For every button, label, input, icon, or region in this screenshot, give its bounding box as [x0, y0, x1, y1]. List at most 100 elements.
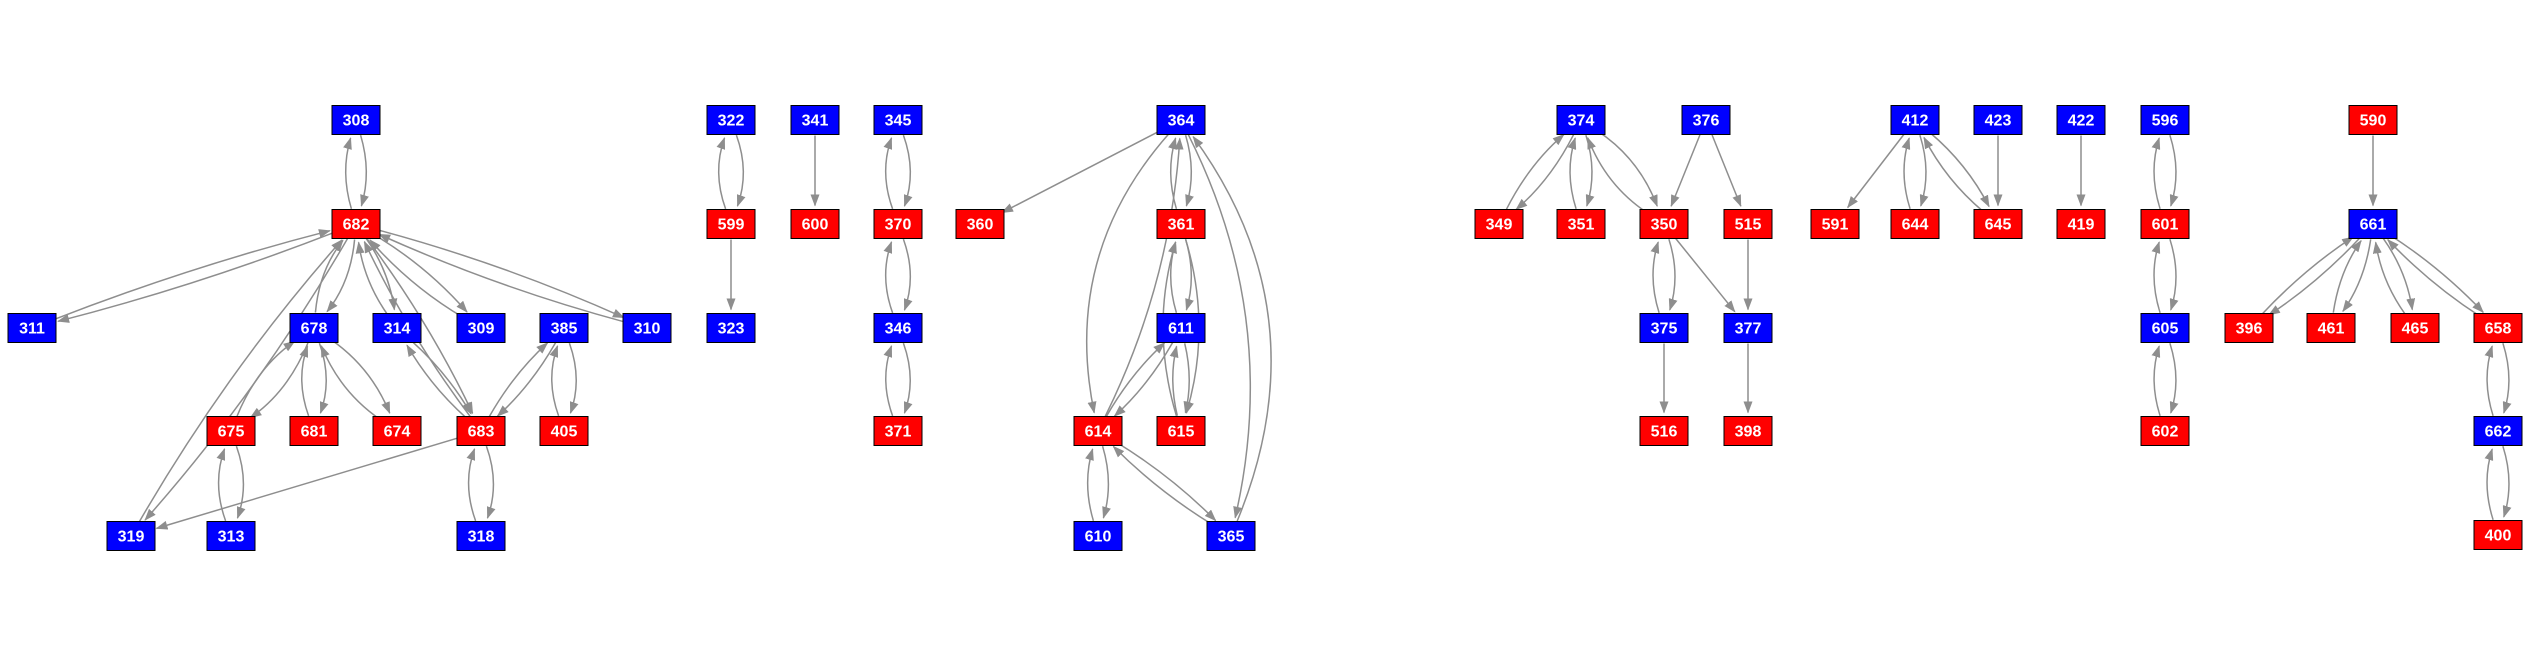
- graph-node: 385: [539, 313, 589, 343]
- graph-edge: [1112, 445, 1214, 526]
- graph-node: 370: [873, 209, 923, 239]
- graph-edge: [902, 342, 913, 414]
- graph-edge: [1113, 342, 1174, 417]
- node-box: [1723, 416, 1773, 446]
- node-label: 682: [343, 217, 370, 234]
- graph-edge: [2169, 134, 2179, 207]
- graph-edge: [1169, 345, 1179, 416]
- graph-node: 682: [331, 209, 381, 239]
- graph-edge: [378, 229, 625, 319]
- node-box: [1890, 209, 1940, 239]
- node-label: 662: [2485, 424, 2512, 441]
- graph-edge: [1184, 134, 1194, 207]
- node-box: [539, 416, 589, 446]
- node-label: 308: [343, 113, 370, 130]
- graph-node: 419: [2056, 209, 2106, 239]
- node-box: [706, 313, 756, 343]
- graph-edge: [1901, 137, 1911, 210]
- graph-edge: [320, 344, 381, 421]
- node-label: 349: [1486, 217, 1513, 234]
- graph-edge: [2342, 239, 2372, 313]
- node-label: 323: [718, 321, 745, 338]
- graph-node: 601: [2140, 209, 2190, 239]
- graph-node: 658: [2473, 313, 2523, 343]
- node-box: [372, 313, 422, 343]
- node-label: 398: [1735, 424, 1762, 441]
- graph-node: 375: [1639, 313, 1689, 343]
- node-box: [1156, 209, 1206, 239]
- graph-edge: [1515, 134, 1575, 211]
- graph-edge: [2372, 241, 2406, 315]
- graph-edge: [466, 448, 477, 522]
- node-box: [1206, 521, 1256, 551]
- graph-edge: [1105, 342, 1166, 417]
- node-label: 319: [118, 529, 145, 546]
- node-box: [1639, 209, 1689, 239]
- graph-node: 364: [1156, 105, 1206, 135]
- node-label: 599: [718, 217, 745, 234]
- node-box: [1639, 416, 1689, 446]
- graph-edge: [343, 137, 353, 210]
- node-label: 683: [468, 424, 495, 441]
- graph-node: 377: [1723, 313, 1773, 343]
- graph-edge: [1168, 241, 1178, 314]
- node-box: [2140, 105, 2190, 135]
- graph-node: 610: [1073, 521, 1123, 551]
- graph-edge: [1505, 133, 1565, 210]
- node-box: [1156, 105, 1206, 135]
- node-label: 591: [1822, 217, 1849, 234]
- node-box: [1073, 521, 1123, 551]
- node-box: [2473, 313, 2523, 343]
- graph-edge: [406, 344, 468, 419]
- graph-node: 350: [1639, 209, 1689, 239]
- node-label: 314: [384, 321, 411, 338]
- node-box: [2473, 416, 2523, 446]
- graph-edge: [144, 238, 349, 521]
- node-box: [372, 416, 422, 446]
- graph-edge: [1085, 448, 1095, 522]
- node-label: 601: [2152, 217, 2179, 234]
- node-box: [2056, 105, 2106, 135]
- graph-edge: [1668, 238, 1678, 311]
- graph-node: 515: [1723, 209, 1773, 239]
- graph-edge: [1711, 134, 1742, 208]
- graph-edge: [359, 134, 369, 207]
- graph-edge: [330, 338, 391, 415]
- graph-edge: [369, 239, 464, 318]
- graph-node: 465: [2390, 313, 2440, 343]
- graph-edge: [2169, 238, 2179, 311]
- graph-edge: [1183, 343, 1193, 414]
- graph-node: 314: [372, 313, 422, 343]
- graph-edge: [235, 445, 246, 519]
- node-box: [2348, 105, 2398, 135]
- node-label: 423: [1985, 113, 2012, 130]
- graph-edge: [216, 448, 227, 522]
- node-label: 615: [1168, 424, 1195, 441]
- node-label: 360: [967, 217, 994, 234]
- graph-edge: [1650, 241, 1660, 314]
- node-box: [106, 521, 156, 551]
- node-label: 405: [551, 424, 578, 441]
- graph-node: 322: [706, 105, 756, 135]
- graph-node: 323: [706, 313, 756, 343]
- graph-edge: [2332, 239, 2362, 313]
- graph-edge: [1567, 137, 1577, 210]
- graph-edge: [2268, 236, 2361, 316]
- graph-edge: [1192, 135, 1272, 522]
- node-label: 385: [551, 321, 578, 338]
- graph-node: 614: [1073, 416, 1123, 446]
- graph-node: 405: [539, 416, 589, 446]
- node-box: [456, 416, 506, 446]
- node-label: 365: [1218, 529, 1245, 546]
- node-label: 350: [1651, 217, 1678, 234]
- node-label: 346: [885, 321, 912, 338]
- graph-edge: [2151, 345, 2161, 417]
- graph-edge: [299, 345, 310, 417]
- graph-node: 310: [622, 313, 672, 343]
- node-box: [456, 313, 506, 343]
- graph-node: 374: [1556, 105, 1606, 135]
- graph-node: 600: [790, 209, 840, 239]
- graph-edge: [1587, 136, 1648, 214]
- graph-node: 313: [206, 521, 256, 551]
